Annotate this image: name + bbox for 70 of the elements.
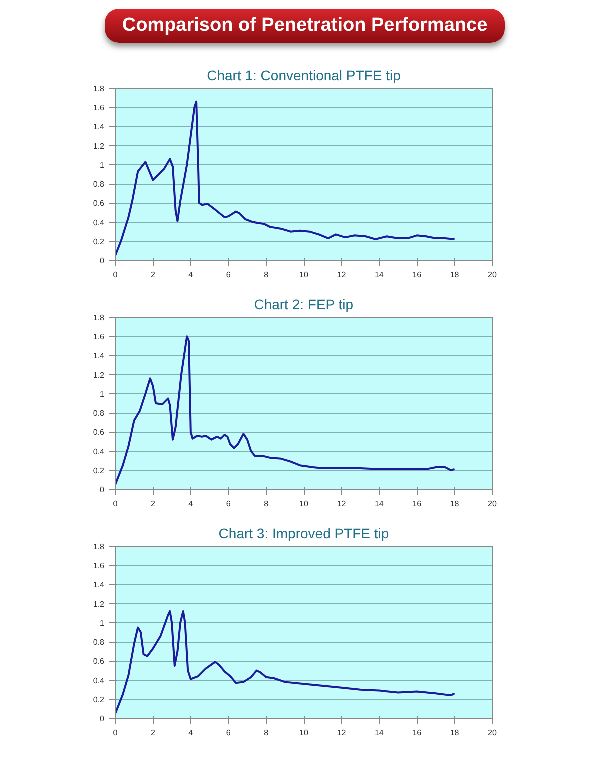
x-tick-label: 6	[226, 728, 232, 738]
y-tick-label: 1.8	[93, 314, 106, 322]
x-tick-label: 18	[450, 500, 460, 508]
x-tick-label: 14	[374, 728, 384, 738]
x-tick-label: 6	[226, 270, 232, 280]
x-tick-label: 20	[488, 728, 498, 738]
chart-subtitle: Chart 1: Conventional PTFE tip	[207, 68, 402, 84]
y-tick-label: 1.8	[93, 542, 106, 552]
y-tick-label: 1.4	[93, 122, 106, 132]
x-tick-label: 6	[226, 500, 232, 508]
x-tick-label: 8	[264, 500, 270, 508]
x-tick-label: 8	[264, 728, 270, 738]
y-tick-label: 1.2	[93, 370, 106, 380]
y-tick-label: 0.4	[93, 676, 106, 686]
y-tick-label: 1.8	[93, 84, 106, 94]
x-tick-label: 20	[488, 500, 498, 508]
x-tick-label: 2	[150, 728, 156, 738]
x-tick-label: 14	[374, 270, 384, 280]
y-tick-label: 1.6	[93, 562, 106, 571]
x-tick-label: 16	[412, 500, 422, 508]
x-tick-label: 12	[337, 270, 347, 280]
x-tick-label: 10	[300, 270, 309, 280]
x-tick-label: 4	[188, 270, 194, 280]
y-tick-label: 0.8	[93, 409, 106, 418]
y-tick-label: 0.2	[93, 466, 106, 476]
y-tick-label: 0.4	[93, 447, 106, 456]
line-series	[116, 610, 456, 715]
line-series	[116, 100, 456, 257]
x-tick-label: 14	[374, 500, 384, 508]
y-tick-label: 0	[100, 714, 106, 724]
y-tick-label: 0.6	[93, 428, 106, 438]
x-tick-label: 4	[188, 500, 194, 508]
x-tick-label: 4	[188, 728, 194, 738]
y-tick-label: 1	[100, 160, 106, 170]
y-tick-label: 0.2	[93, 695, 106, 704]
x-tick-label: 16	[412, 728, 422, 738]
x-tick-label: 12	[337, 728, 347, 738]
y-tick-label: 0.8	[93, 180, 106, 190]
x-tick-label: 10	[300, 500, 309, 508]
x-tick-label: 2	[150, 500, 156, 508]
y-tick-label: 1.6	[93, 332, 106, 342]
x-tick-label: 0	[113, 270, 118, 280]
y-tick-label: 0.8	[93, 638, 106, 648]
y-tick-label: 1.2	[93, 142, 106, 151]
chart-title: Chart 2: FEP tip	[254, 296, 354, 312]
x-tick-label: 8	[264, 270, 270, 280]
y-tick-label: 0.6	[93, 657, 106, 666]
y-tick-label: 1.4	[93, 580, 106, 590]
x-tick-label: 12	[337, 500, 347, 508]
y-tick-label: 0	[100, 256, 106, 266]
y-tick-label: 0.2	[93, 237, 106, 246]
y-tick-label: 1	[100, 618, 106, 628]
x-tick-label: 2	[150, 270, 156, 280]
x-tick-label: 0	[113, 728, 118, 738]
x-tick-label: 18	[450, 270, 460, 280]
y-tick-label: 1.6	[93, 104, 106, 113]
y-tick-label: 1.4	[93, 352, 106, 361]
y-tick-label: 1.2	[93, 600, 106, 609]
x-tick-label: 16	[412, 270, 422, 280]
y-tick-label: 0.4	[93, 218, 106, 228]
line-series	[116, 336, 456, 486]
y-tick-label: 0	[100, 486, 106, 494]
x-tick-label: 10	[300, 728, 309, 738]
y-tick-label: 1	[100, 390, 106, 399]
x-tick-label: 0	[113, 500, 118, 508]
chart-title: Chart 3: Improved PTFE tip	[218, 526, 390, 542]
y-tick-label: 0.6	[93, 199, 106, 208]
x-tick-label: 18	[450, 728, 460, 738]
x-tick-label: 20	[488, 270, 498, 280]
chart-title: Comparison of Penetration Performance	[105, 9, 505, 43]
